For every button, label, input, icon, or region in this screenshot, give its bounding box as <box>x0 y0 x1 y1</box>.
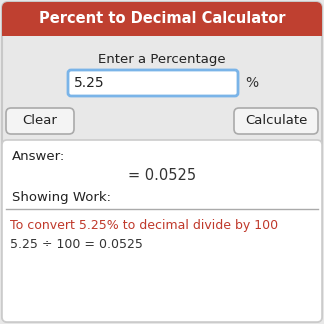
FancyBboxPatch shape <box>6 108 74 134</box>
Text: %: % <box>245 76 258 90</box>
FancyBboxPatch shape <box>2 2 322 322</box>
FancyBboxPatch shape <box>2 2 322 36</box>
Text: Showing Work:: Showing Work: <box>12 191 111 204</box>
FancyBboxPatch shape <box>2 140 322 322</box>
Text: Clear: Clear <box>23 114 57 128</box>
Bar <box>2 19 322 36</box>
Text: Enter a Percentage: Enter a Percentage <box>98 53 226 66</box>
Text: Answer:: Answer: <box>12 149 65 163</box>
Text: Calculate: Calculate <box>245 114 307 128</box>
Text: = 0.0525: = 0.0525 <box>128 168 196 183</box>
Text: 5.25 ÷ 100 = 0.0525: 5.25 ÷ 100 = 0.0525 <box>10 238 143 251</box>
FancyBboxPatch shape <box>234 108 318 134</box>
FancyBboxPatch shape <box>68 70 238 96</box>
Text: To convert 5.25% to decimal divide by 100: To convert 5.25% to decimal divide by 10… <box>10 218 278 232</box>
Text: 5.25: 5.25 <box>74 76 105 90</box>
Text: Percent to Decimal Calculator: Percent to Decimal Calculator <box>39 11 285 26</box>
